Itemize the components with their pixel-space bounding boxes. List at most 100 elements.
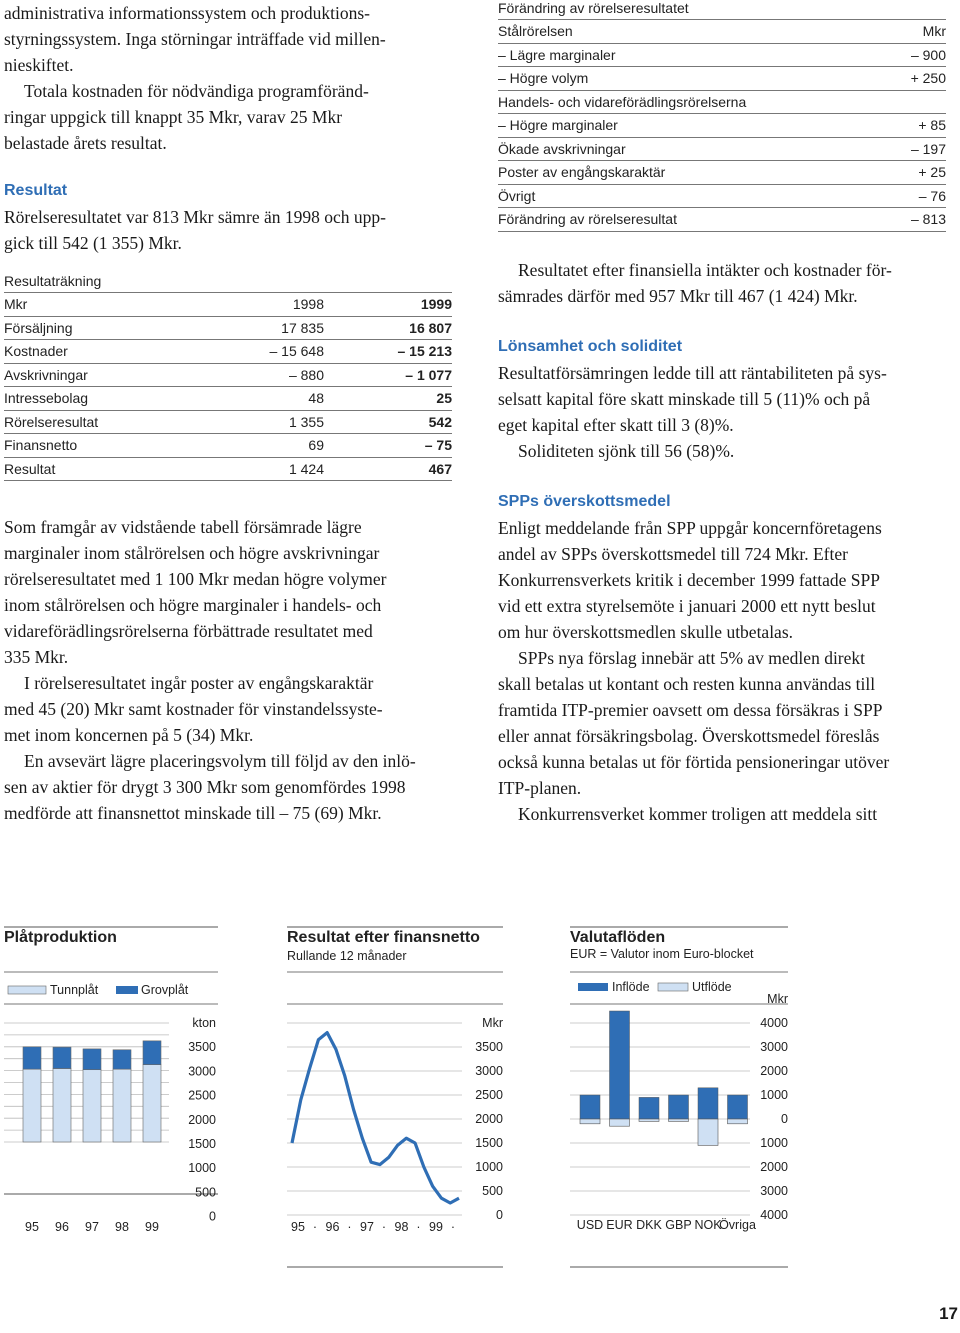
bar-utflode <box>697 1118 719 1146</box>
legend-label-grovplat: Grovplåt <box>141 983 189 997</box>
legend-label-utflode: Utflöde <box>692 980 732 994</box>
x-tick-label: NOK <box>694 1218 722 1232</box>
text-line: också kunna betalas ut för förtida pensi… <box>498 752 890 772</box>
body-paragraphs: Som framgår av vidstående tabell försämr… <box>4 514 460 826</box>
text-line: SPPs nya förslag innebär att 5% av medle… <box>518 648 866 668</box>
table-cell: – 15 648 <box>269 343 325 360</box>
text-line: Konkurrensverket kommer troligen att med… <box>518 804 878 824</box>
table-cell: Mkr <box>4 296 28 313</box>
chart-subtitle: Rullande 12 månader <box>287 949 407 963</box>
table-cell: 1998 <box>292 296 324 313</box>
chart-title: Plåtproduktion <box>4 929 117 946</box>
bar-tunnplat <box>82 1069 102 1143</box>
table-cell: Kostnader <box>4 343 68 360</box>
text-line: selsatt kapital före skatt minskade till… <box>498 389 871 409</box>
bar-tunnplat <box>52 1068 72 1143</box>
result-paragraph: Resultatet efter finansiella intäkter oc… <box>498 257 956 309</box>
bar-inflode <box>609 1010 630 1120</box>
table-cell: Avskrivningar <box>4 366 88 383</box>
table-cell: 1 355 <box>288 413 324 430</box>
bar-tunnplat <box>112 1068 132 1143</box>
y-tick-label: 500 <box>195 1185 216 1199</box>
text-line: eget kapital efter skatt till 3 (8)%. <box>498 415 734 435</box>
x-tick-separator: · <box>347 1220 351 1234</box>
table-cell: – Lägre marginaler <box>498 46 616 63</box>
bar-utflode <box>638 1118 660 1122</box>
text-line: En avsevärt lägre placeringsvolym till f… <box>24 751 416 771</box>
table-cell: + 25 <box>918 164 946 181</box>
table-cell: – 900 <box>910 46 946 63</box>
table-caption: Förändring av rörelseresultatet <box>498 0 946 20</box>
y-tick-label: 4000 <box>760 1208 788 1222</box>
table-row: Förändring av rörelseresultat – 813 <box>498 208 946 232</box>
text-line: marginaler inom stålrörelsen och högre a… <box>4 543 380 563</box>
table-row: – Lägre marginaler – 900 <box>498 44 946 67</box>
table-cell: – 75 <box>424 437 452 454</box>
table-cell: 1 424 <box>288 460 324 477</box>
y-tick-label: 2000 <box>188 1113 216 1127</box>
table-cell: 48 <box>308 390 324 407</box>
text-line: medförde att finansnettot minskade till … <box>4 803 382 823</box>
y-tick-label: 3000 <box>188 1064 216 1078</box>
income-statement-table: Resultaträkning Mkr 1998 1999 Försäljnin… <box>4 270 452 481</box>
chart-svg: Tunnplåt Grovplåt kton 3500 3000 2500 2000 1500… <box>4 926 218 1234</box>
table-row: Poster av engångskaraktär + 25 <box>498 161 946 185</box>
bar-inflode <box>697 1087 719 1120</box>
y-tick-label: 3000 <box>760 1040 788 1054</box>
x-tick-label: 97 <box>85 1220 99 1234</box>
text-line: Resultatförsämringen ledde till att ränt… <box>498 363 887 383</box>
text-line: met inom koncernen på 5 (34) Mkr. <box>4 725 254 745</box>
text-line: gick till 542 (1 355) Mkr. <box>4 233 182 253</box>
x-tick-label: 98 <box>395 1220 409 1234</box>
table-row: Försäljning 17 835 16 807 <box>4 317 452 340</box>
table-row: Ökade avskrivningar – 197 <box>498 138 946 161</box>
chart-resultat-efter-finansnetto: Mkr 3500 3000 2500 2000 1500 1000 500 0 95 · 96 · 97 ·… <box>287 925 505 1268</box>
text-line: 335 Mkr. <box>4 647 69 667</box>
bar-inflode <box>638 1097 660 1120</box>
y-tick-label: 4000 <box>760 1016 788 1030</box>
resultat-paragraph: Rörelseresultatet var 813 Mkr sämre än 1… <box>4 204 456 256</box>
y-tick-label: Mkr <box>482 1016 503 1030</box>
y-tick-label: 2000 <box>760 1064 788 1078</box>
bar-utflode <box>727 1118 748 1125</box>
x-tick-label: 96 <box>326 1220 340 1234</box>
bar-tunnplat <box>142 1064 162 1143</box>
text-line: ITP-planen. <box>498 778 582 798</box>
text-line: Konkurrensverkets kritik i december 1999… <box>498 570 880 590</box>
chart-valutafloden: Mkr 4000 3000 2000 1000 0 1000 2000 3000 4000 Infl… <box>570 925 790 1268</box>
y-tick-label: 2000 <box>760 1160 788 1174</box>
y-tick-label: 1500 <box>475 1136 503 1150</box>
chart-platproduktion: Tunnplåt Grovplåt kton 3500 3000 2500 2000 1500… <box>4 925 220 1245</box>
y-tick-label: 1000 <box>188 1161 216 1175</box>
bar-grovplat <box>82 1048 102 1071</box>
text-line: andel av SPPs överskottsmedel till 724 M… <box>498 544 848 564</box>
table-cell: Ökade avskrivningar <box>498 140 626 157</box>
text-line: ringar uppgick till knappt 35 Mkr, varav… <box>4 107 343 127</box>
y-tick-label: 1000 <box>475 1160 503 1174</box>
bar-grovplat <box>112 1049 132 1070</box>
table-row: Stålrörelsen Mkr <box>498 20 946 44</box>
x-tick-label: 95 <box>25 1220 39 1234</box>
x-tick-label: 99 <box>429 1220 443 1234</box>
table-cell: 16 807 <box>409 319 452 336</box>
table-cell: – 1 077 <box>405 366 452 383</box>
table-cell: Övrigt <box>498 187 536 204</box>
table-cell: Rörelseresultat <box>4 413 99 430</box>
text-line: sen av aktier för drygt 3 300 Mkr som ge… <box>4 777 406 797</box>
intro-paragraph-1: administrativa informationssystem och pr… <box>4 0 456 156</box>
table-cell: – 813 <box>910 211 946 228</box>
text-line: eller annat försäkringsbolag. Överskotts… <box>498 726 880 746</box>
legend-swatch-utflode <box>657 982 689 992</box>
table-row: Resultat 1 424 467 <box>4 458 452 481</box>
x-tick-separator: · <box>313 1220 317 1234</box>
table-row: – Högre volym + 250 <box>498 67 946 91</box>
y-tick-label: 0 <box>209 1210 216 1224</box>
table-cell: 69 <box>308 437 324 454</box>
y-tick-label: 1000 <box>760 1136 788 1150</box>
page-number: 17 <box>939 1304 958 1323</box>
table-row: – Högre marginaler + 85 <box>498 114 946 138</box>
y-unit-label: Mkr <box>767 992 788 1006</box>
y-tick-label: 2000 <box>475 1112 503 1126</box>
table-cell: Handels- och vidareförädlingsrörelserna <box>498 93 747 110</box>
table-cell: – Högre volym <box>498 70 589 87</box>
